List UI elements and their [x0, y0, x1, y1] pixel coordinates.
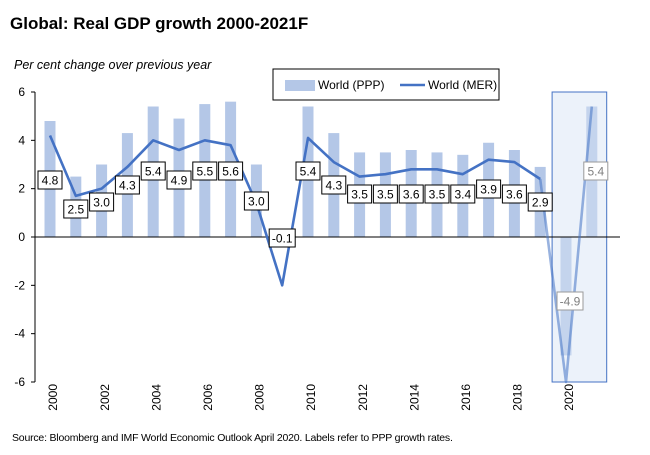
gdp-growth-chart: -6 -4 -2 0 2 4 6 2000 2002 2004 2006 2008 2010 2012 20…	[14, 68, 620, 411]
mer-line	[48, 134, 541, 287]
x-tick-label: 2012	[356, 384, 370, 411]
data-label-box	[424, 184, 450, 204]
data-label: 3.5	[351, 188, 368, 202]
data-label-box	[89, 192, 115, 212]
data-label-box	[63, 199, 89, 219]
data-label: 5.4	[587, 165, 604, 179]
data-label-box	[192, 161, 218, 181]
data-label: 2.5	[67, 203, 84, 217]
x-tick-label: 2008	[253, 384, 267, 411]
x-tick-label: 2020	[562, 384, 576, 411]
x-tick-label: 2018	[511, 384, 525, 411]
data-label: 3.0	[248, 195, 265, 209]
data-label: 4.3	[325, 179, 342, 193]
y-tick-label: -2	[14, 278, 25, 292]
x-tick-label: 2010	[304, 384, 318, 411]
data-label-box	[398, 184, 424, 204]
mer-line-forecast	[538, 106, 594, 384]
y-tick-label: 2	[18, 182, 25, 196]
data-label: -4.9	[560, 295, 581, 309]
x-tick-label: 2000	[46, 384, 60, 411]
data-label-box	[347, 184, 373, 204]
data-label-box	[501, 184, 527, 204]
data-label-box	[527, 192, 553, 212]
x-tick-label: 2002	[98, 384, 112, 411]
data-label-box	[140, 161, 166, 181]
y-tick-label: -6	[14, 375, 25, 389]
data-label-box	[218, 161, 244, 181]
y-tick-label: 4	[18, 133, 25, 147]
source-note: Source: Bloomberg and IMF World Economic…	[12, 432, 453, 444]
data-label-box	[476, 179, 502, 199]
data-label: 3.4	[454, 188, 471, 202]
data-label: 3.0	[93, 196, 110, 210]
data-label-box	[37, 170, 63, 190]
data-label-box	[583, 161, 609, 181]
data-label: 4.3	[119, 179, 136, 193]
y-tick-label: 6	[18, 85, 25, 99]
data-label: 5.6	[222, 165, 239, 179]
data-label: 3.5	[377, 188, 394, 202]
data-label-box	[243, 191, 269, 211]
data-label-box	[321, 175, 347, 195]
data-label-box	[556, 291, 584, 311]
legend-label-mer: World (MER)	[428, 78, 497, 92]
data-label: 5.4	[145, 165, 162, 179]
data-label-box	[372, 184, 398, 204]
data-label: 3.9	[480, 183, 497, 197]
data-label: 5.4	[300, 165, 317, 179]
x-tick-label: 2004	[149, 384, 163, 411]
data-label-box	[450, 184, 476, 204]
data-label: 2.9	[532, 196, 549, 210]
data-label: 5.5	[196, 165, 213, 179]
data-label: 4.8	[42, 174, 59, 188]
data-label: 4.9	[171, 174, 188, 188]
data-label-box	[295, 161, 321, 181]
chart-title: Global: Real GDP growth 2000-2021F	[10, 14, 309, 33]
legend-swatch-ppp	[285, 80, 315, 91]
x-tick-label: 2014	[407, 384, 421, 411]
data-label: -0.1	[272, 232, 293, 246]
x-tick-label: 2006	[201, 384, 215, 411]
x-tick-label: 2016	[459, 384, 473, 411]
data-label-box	[114, 175, 140, 195]
y-tick-label: -4	[14, 327, 25, 341]
legend-box	[272, 68, 500, 101]
data-label: 3.6	[506, 188, 523, 202]
data-label: 3.5	[429, 188, 446, 202]
data-label-box	[268, 228, 296, 248]
y-tick-label: 0	[18, 230, 25, 244]
y-axis-title: Per cent change over previous year	[14, 58, 212, 72]
data-label-box	[166, 170, 192, 190]
data-label: 3.6	[403, 188, 420, 202]
legend-label-ppp: World (PPP)	[318, 78, 384, 92]
